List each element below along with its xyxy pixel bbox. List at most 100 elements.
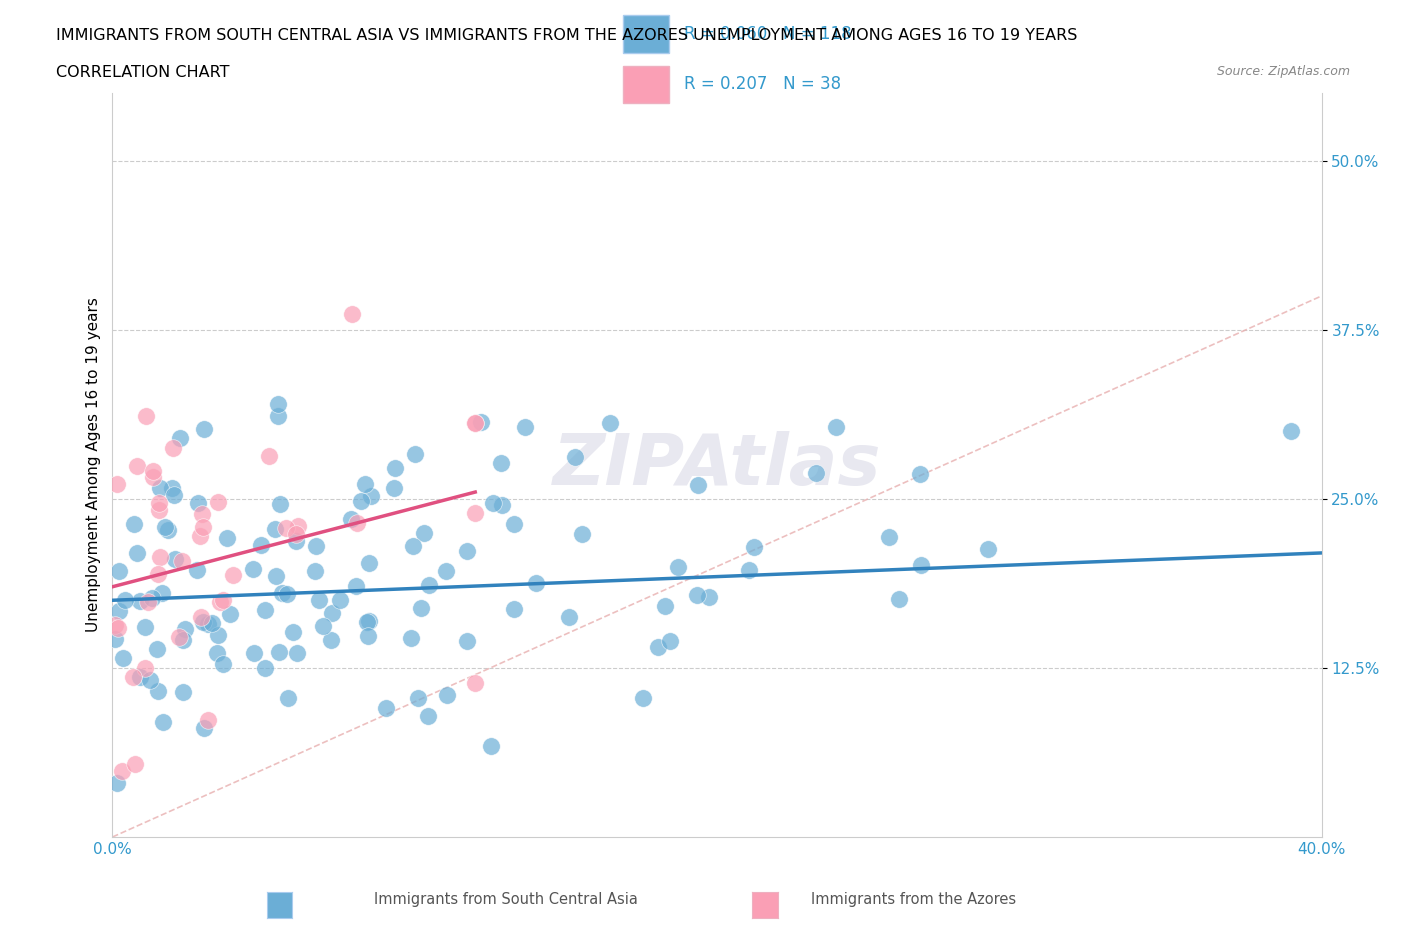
Point — [524, 575, 547, 590]
Text: CORRELATION CHART: CORRELATION CHART — [56, 65, 229, 80]
Point — [513, 420, 536, 435]
Point — [697, 590, 720, 604]
Point — [654, 599, 676, 614]
Point — [149, 481, 172, 496]
Text: Immigrants from South Central Asia: Immigrants from South Central Asia — [374, 892, 638, 907]
Point — [107, 621, 129, 636]
Point — [276, 520, 298, 535]
Point — [193, 614, 215, 629]
Point — [253, 661, 276, 676]
Point — [135, 408, 157, 423]
Point — [464, 415, 486, 430]
Point — [215, 530, 238, 545]
Point — [284, 527, 307, 542]
Point — [1279, 424, 1302, 439]
Point — [107, 776, 129, 790]
Point — [271, 585, 294, 600]
Point — [153, 520, 176, 535]
Point — [148, 502, 170, 517]
Point — [384, 460, 406, 475]
Point — [222, 567, 245, 582]
Point — [190, 609, 212, 624]
Point — [188, 528, 211, 543]
Point — [409, 601, 432, 616]
Y-axis label: Unemployment Among Ages 16 to 19 years: Unemployment Among Ages 16 to 19 years — [86, 298, 101, 632]
Point — [172, 553, 194, 568]
Point — [125, 545, 148, 560]
Text: Immigrants from the Azores: Immigrants from the Azores — [811, 892, 1017, 907]
Text: IMMIGRANTS FROM SOUTH CENTRAL ASIA VS IMMIGRANTS FROM THE AZORES UNEMPLOYMENT AM: IMMIGRANTS FROM SOUTH CENTRAL ASIA VS IM… — [56, 28, 1077, 43]
Point — [105, 476, 128, 491]
Point — [146, 642, 169, 657]
Point — [738, 563, 761, 578]
Point — [191, 520, 214, 535]
Point — [382, 481, 405, 496]
Point — [502, 602, 524, 617]
Point — [162, 440, 184, 455]
Point — [503, 516, 526, 531]
Point — [152, 715, 174, 730]
Point — [281, 624, 304, 639]
Point — [464, 675, 486, 690]
Point — [124, 517, 146, 532]
Point — [406, 690, 429, 705]
Point — [156, 523, 179, 538]
Point — [401, 631, 423, 645]
Point — [172, 632, 194, 647]
Point — [163, 487, 186, 502]
Point — [207, 495, 229, 510]
Point — [267, 409, 290, 424]
Point — [250, 538, 273, 552]
Point — [346, 515, 368, 530]
Point — [456, 633, 478, 648]
Point — [208, 594, 231, 609]
Point — [125, 458, 148, 473]
Point — [103, 631, 125, 646]
Point — [404, 446, 426, 461]
Point — [148, 496, 170, 511]
Point — [344, 578, 367, 593]
Point — [631, 691, 654, 706]
Point — [340, 307, 363, 322]
Point — [357, 614, 380, 629]
Point — [436, 687, 458, 702]
Point — [190, 507, 212, 522]
Point — [456, 543, 478, 558]
Point — [108, 564, 131, 578]
Point — [340, 512, 363, 526]
Point — [321, 605, 343, 620]
Text: ZIPAtlas: ZIPAtlas — [553, 431, 882, 499]
Text: R = 0.207   N = 38: R = 0.207 N = 38 — [683, 74, 841, 93]
Point — [146, 684, 169, 698]
Point — [374, 700, 396, 715]
Point — [305, 538, 328, 553]
Text: R = 0.060   N = 118: R = 0.060 N = 118 — [683, 24, 852, 43]
Point — [482, 495, 505, 510]
Point — [149, 550, 172, 565]
FancyBboxPatch shape — [623, 66, 669, 103]
Point — [321, 632, 343, 647]
Point — [329, 592, 352, 607]
Point — [686, 478, 709, 493]
Point — [150, 586, 173, 601]
Point — [218, 606, 240, 621]
Point — [357, 555, 380, 570]
Point — [308, 593, 330, 608]
Point — [242, 646, 264, 661]
Point — [129, 670, 152, 684]
Point — [112, 651, 135, 666]
Point — [107, 604, 129, 618]
Point — [104, 618, 127, 632]
Point — [742, 539, 765, 554]
Point — [122, 669, 145, 684]
Point — [134, 619, 156, 634]
Point — [162, 481, 184, 496]
Point — [412, 525, 434, 540]
Point — [111, 764, 134, 778]
Point — [668, 560, 690, 575]
Point — [357, 629, 380, 644]
Point — [269, 644, 291, 659]
Point — [142, 470, 165, 485]
Point — [193, 421, 215, 436]
Point — [353, 477, 375, 492]
